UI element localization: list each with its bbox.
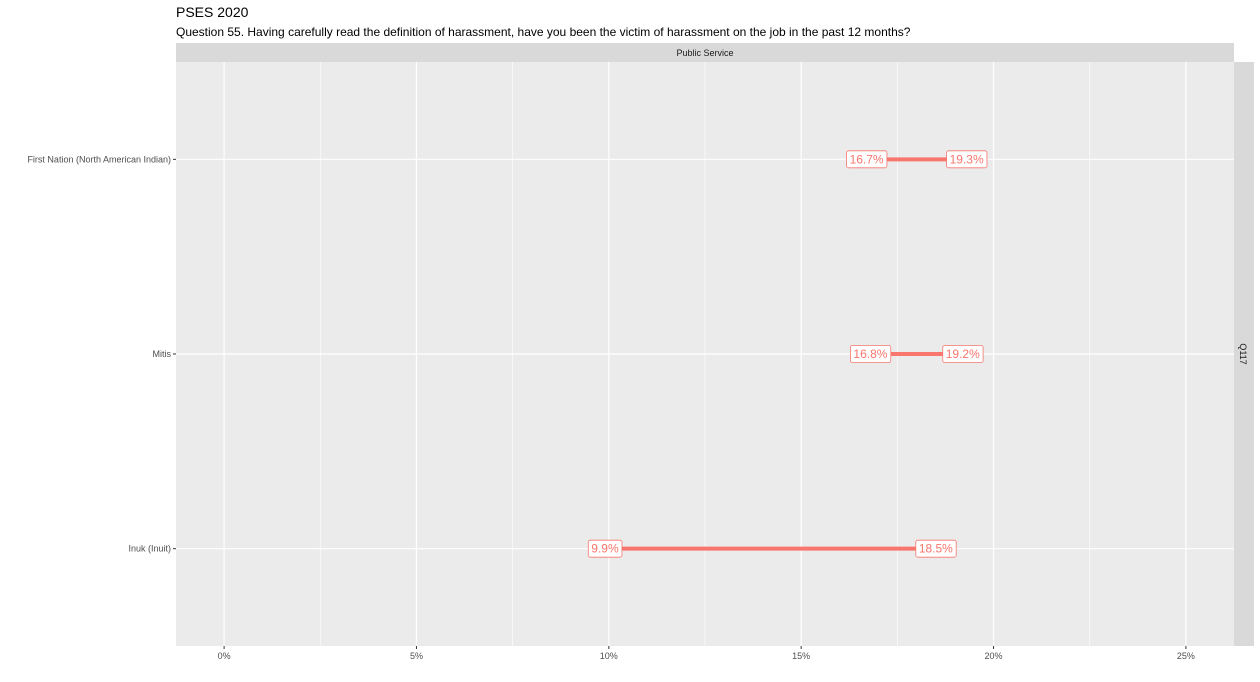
chart-subtitle: Question 55. Having carefully read the d… bbox=[176, 25, 911, 39]
high-value-label-text: 19.2% bbox=[946, 347, 980, 361]
high-value-label: 18.5% bbox=[915, 539, 957, 558]
low-value-label-box bbox=[846, 150, 888, 169]
x-tick-label: 15% bbox=[792, 651, 810, 661]
low-value-label-text: 16.7% bbox=[850, 152, 884, 166]
facet-strip-top bbox=[176, 43, 1234, 62]
high-value-label-box bbox=[942, 345, 984, 363]
facet-strip-right bbox=[1234, 62, 1254, 646]
low-value-label-text: 16.8% bbox=[853, 347, 887, 361]
high-value-label-text: 19.3% bbox=[950, 152, 984, 166]
high-value-label: 19.2% bbox=[942, 345, 984, 363]
x-tick-label: 5% bbox=[410, 651, 423, 661]
high-value-label-box bbox=[915, 539, 957, 558]
low-value-label-box bbox=[850, 345, 892, 363]
y-tick-label: Inuk (Inuit) bbox=[128, 544, 171, 554]
low-value-label: 16.7% bbox=[846, 150, 888, 169]
high-value-label-box bbox=[946, 150, 988, 169]
data-marks: 16.7% 19.3% 16.8% 19.2% 9.9% 18.5% bbox=[587, 150, 988, 558]
facet-strip-right-label: Q117 bbox=[1238, 343, 1248, 364]
low-value-label-text: 9.9% bbox=[591, 542, 619, 556]
low-value-label: 16.8% bbox=[850, 345, 892, 363]
axes: 0% 5% 10% 15% 20% 25% First Nation (North Amer… bbox=[27, 154, 1194, 661]
low-value-label: 9.9% bbox=[587, 539, 623, 558]
high-value-label: 19.3% bbox=[946, 150, 988, 169]
x-tick-label: 25% bbox=[1177, 651, 1195, 661]
low-value-label-box bbox=[587, 539, 623, 558]
y-tick-label: Mitis bbox=[153, 349, 172, 359]
facet-strip-top-label: Public Service bbox=[676, 48, 733, 58]
y-tick-label: First Nation (North American Indian) bbox=[27, 154, 171, 164]
x-tick-label: 20% bbox=[985, 651, 1003, 661]
chart-title: PSES 2020 bbox=[176, 4, 249, 20]
high-value-label-text: 18.5% bbox=[919, 542, 953, 556]
x-tick-label: 0% bbox=[218, 651, 231, 661]
x-tick-label: 10% bbox=[600, 651, 618, 661]
